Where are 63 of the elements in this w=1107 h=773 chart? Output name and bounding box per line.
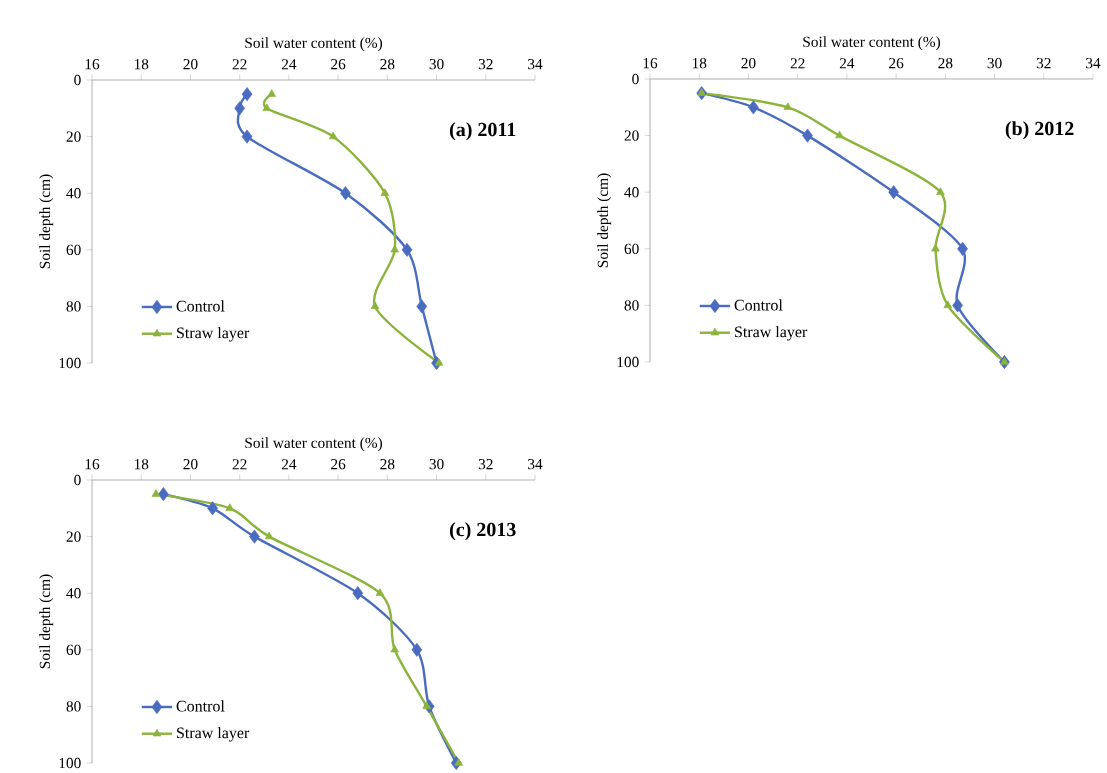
x-tick-label: 28 xyxy=(380,458,395,470)
x-tick-label: 32 xyxy=(478,58,493,70)
x-tick-label: 18 xyxy=(692,57,707,69)
x-tick-label: 28 xyxy=(380,58,395,70)
y-tick-label: 60 xyxy=(66,244,81,255)
x-tick-label: 34 xyxy=(528,458,543,470)
y-tick-label: 80 xyxy=(624,300,639,311)
y-tick-label: 20 xyxy=(66,131,81,142)
y-axis-title: Soil depth (cm) xyxy=(39,574,54,669)
x-tick-label: 22 xyxy=(232,459,247,470)
x-tick-label: 30 xyxy=(429,58,444,70)
x-tick-label: 20 xyxy=(183,58,198,70)
legend-label: Control xyxy=(176,300,225,312)
x-tick-label: 20 xyxy=(183,458,198,470)
x-tick-label: 24 xyxy=(281,459,297,470)
y-tick-label: 0 xyxy=(74,74,81,86)
y-tick-label: 40 xyxy=(624,186,639,198)
x-axis-title: Soil water content (%) xyxy=(245,37,383,51)
x-tick-label: 24 xyxy=(839,58,855,69)
x-tick-label: 18 xyxy=(134,458,149,470)
legend-label: Straw layer xyxy=(177,726,250,742)
x-tick-label: 34 xyxy=(1086,57,1101,69)
x-tick-label: 30 xyxy=(429,458,444,470)
x-tick-label: 34 xyxy=(528,58,543,70)
y-tick-label: 20 xyxy=(624,130,639,141)
x-tick-label: 32 xyxy=(478,458,493,470)
annotation: (a) 2011 xyxy=(450,122,516,141)
x-tick-label: 16 xyxy=(85,58,100,70)
y-axis-title: Soil depth (cm) xyxy=(39,174,54,269)
y-tick-label: 20 xyxy=(66,531,81,542)
y-axis-title: Soil depth (cm) xyxy=(597,173,612,268)
y-tick-label: 60 xyxy=(66,644,81,655)
legend-label: Straw layer xyxy=(735,325,808,341)
x-axis-title: Soil water content (%) xyxy=(245,437,383,451)
x-tick-label: 16 xyxy=(85,458,100,470)
y-tick-label: 100 xyxy=(59,357,81,369)
x-tick-label: 16 xyxy=(643,57,658,69)
x-tick-label: 26 xyxy=(331,58,346,70)
y-tick-label: 40 xyxy=(66,187,81,199)
y-tick-label: 80 xyxy=(66,301,81,312)
x-tick-label: 26 xyxy=(331,458,346,470)
x-tick-label: 28 xyxy=(938,57,953,69)
x-tick-label: 22 xyxy=(232,59,247,70)
y-tick-label: 60 xyxy=(624,243,639,254)
x-tick-label: 26 xyxy=(889,57,904,69)
x-tick-label: 22 xyxy=(790,58,805,69)
x-tick-label: 32 xyxy=(1036,57,1051,69)
y-tick-label: 0 xyxy=(632,73,639,85)
y-tick-label: 40 xyxy=(66,587,81,599)
y-tick-label: 100 xyxy=(59,757,81,769)
legend-label: Control xyxy=(176,700,225,712)
x-tick-label: 18 xyxy=(134,58,149,70)
x-tick-label: 30 xyxy=(987,57,1002,69)
y-tick-label: 0 xyxy=(74,474,81,486)
annotation: (b) 2012 xyxy=(1005,121,1074,140)
x-tick-label: 24 xyxy=(281,59,297,70)
legend-label: Straw layer xyxy=(177,326,250,342)
y-tick-label: 100 xyxy=(617,356,639,368)
y-tick-label: 80 xyxy=(66,701,81,712)
legend-label: Control xyxy=(734,299,783,311)
x-axis-title: Soil water content (%) xyxy=(803,36,941,50)
annotation: (c) 2013 xyxy=(450,522,516,541)
x-tick-label: 20 xyxy=(741,57,756,69)
